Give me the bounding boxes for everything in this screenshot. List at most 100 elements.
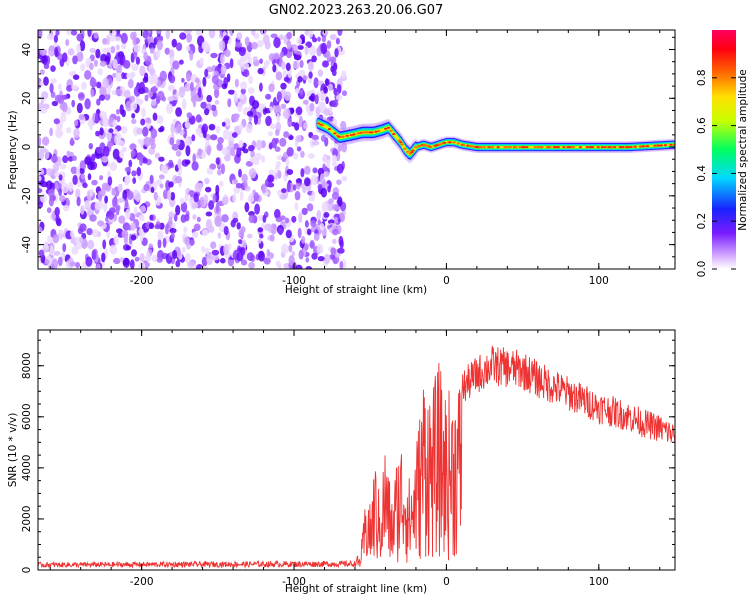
heatmap-cell [193,192,199,203]
heatmap-cell [311,134,319,140]
heatmap-cell [208,124,216,131]
heatmap-cell [400,143,404,146]
heatmap-cell [204,68,209,78]
heatmap-cell [613,146,617,149]
heatmap-cell [80,63,86,72]
heatmap-cell [47,50,55,56]
heatmap-cell [151,254,158,263]
heatmap-cell [279,194,287,200]
heatmap-cell [294,202,299,211]
heatmap-cell [352,133,356,136]
heatmap-cell [192,202,199,209]
heatmap-cell [112,58,118,69]
bottom-y-ticks: 0 2000 4000 6000 8000 [21,339,675,574]
heatmap-cell [303,75,308,81]
heatmap-cell [192,96,197,108]
heatmap-cell [270,223,277,235]
colorbar: 0.0 0.2 0.4 0.6 0.8 Normalized spectral ampl… [696,30,749,277]
heatmap-cell [72,174,78,186]
heatmap-cell [341,175,348,182]
heatmap-cell [311,174,318,186]
heatmap-cell [268,223,272,234]
heatmap-cell [82,182,88,189]
heatmap-cell [518,146,522,149]
heatmap-cell [334,48,339,58]
heatmap-cell [374,130,378,133]
heatmap-cell [283,108,291,120]
heatmap-cell [189,81,194,92]
heatmap-cell [148,42,156,50]
heatmap-cell [205,219,213,230]
heatmap-cell [204,177,210,185]
x-tick-label: -200 [130,275,154,287]
heatmap-cell [149,68,156,76]
heatmap-cell [123,60,131,69]
heatmap-cell [308,195,314,202]
heatmap-cell [337,144,342,152]
heatmap-cell [208,168,214,175]
heatmap-cell [331,99,339,108]
heatmap-cell [96,98,101,106]
heatmap-cell [425,144,429,147]
heatmap-cell [70,230,75,238]
heatmap-cell [85,256,93,267]
heatmap-cell [316,209,322,220]
heatmap-cell [226,73,231,83]
heatmap-cell [39,107,48,114]
heatmap-cell [48,197,55,207]
heatmap-cell [317,36,321,42]
y-tick-label: -40 [21,236,33,253]
heatmap-cell [59,195,66,202]
y-tick-label: 0 [21,567,33,574]
heatmap-cell [106,47,112,53]
heatmap-cell [175,150,182,157]
heatmap-cell [113,36,122,42]
heatmap-cell [133,207,138,215]
heatmap-cell [181,247,186,253]
heatmap-cell [94,201,102,211]
heatmap-cell [197,182,204,188]
heatmap-cell [279,137,287,147]
heatmap-cell [299,60,304,68]
heatmap-cell [147,35,154,45]
heatmap-cell [88,143,94,150]
heatmap-cell [129,213,136,222]
heatmap-cell [46,207,52,214]
heatmap-cell [287,68,292,79]
heatmap-cell [247,87,255,95]
heatmap-cell [320,42,328,55]
heatmap-cell [288,255,295,266]
heatmap-cell [80,173,86,180]
heatmap-cell [215,202,220,213]
heatmap-cell [224,49,231,57]
heatmap-cell [482,146,486,149]
heatmap-cell [60,163,67,170]
heatmap-cell [218,180,224,187]
heatmap-cell [296,37,302,45]
heatmap-cell [274,208,281,219]
colorbar-tick-label: 0.2 [696,213,708,230]
heatmap-cell [55,214,60,225]
heatmap-cell [240,226,246,234]
heatmap-cell [223,244,230,256]
heatmap-cell [238,47,246,57]
heatmap-cell [141,157,148,164]
heatmap-cell [307,153,315,159]
heatmap-cell [159,183,164,189]
heatmap-cell [235,183,242,189]
heatmap-cell [102,201,108,213]
heatmap-cell [177,158,182,170]
heatmap-cell [253,114,258,125]
heatmap-cell [187,261,195,268]
heatmap-cell [149,47,155,54]
heatmap-cell [142,126,149,137]
heatmap-cell [52,162,60,173]
heatmap-cell [140,118,146,126]
heatmap-cell [99,60,107,67]
heatmap-cell [326,159,331,169]
heatmap-cell [301,236,306,244]
heatmap-cell [86,228,93,236]
heatmap-cell [53,118,60,125]
heatmap-cell [332,154,337,164]
heatmap-cell [71,99,76,108]
